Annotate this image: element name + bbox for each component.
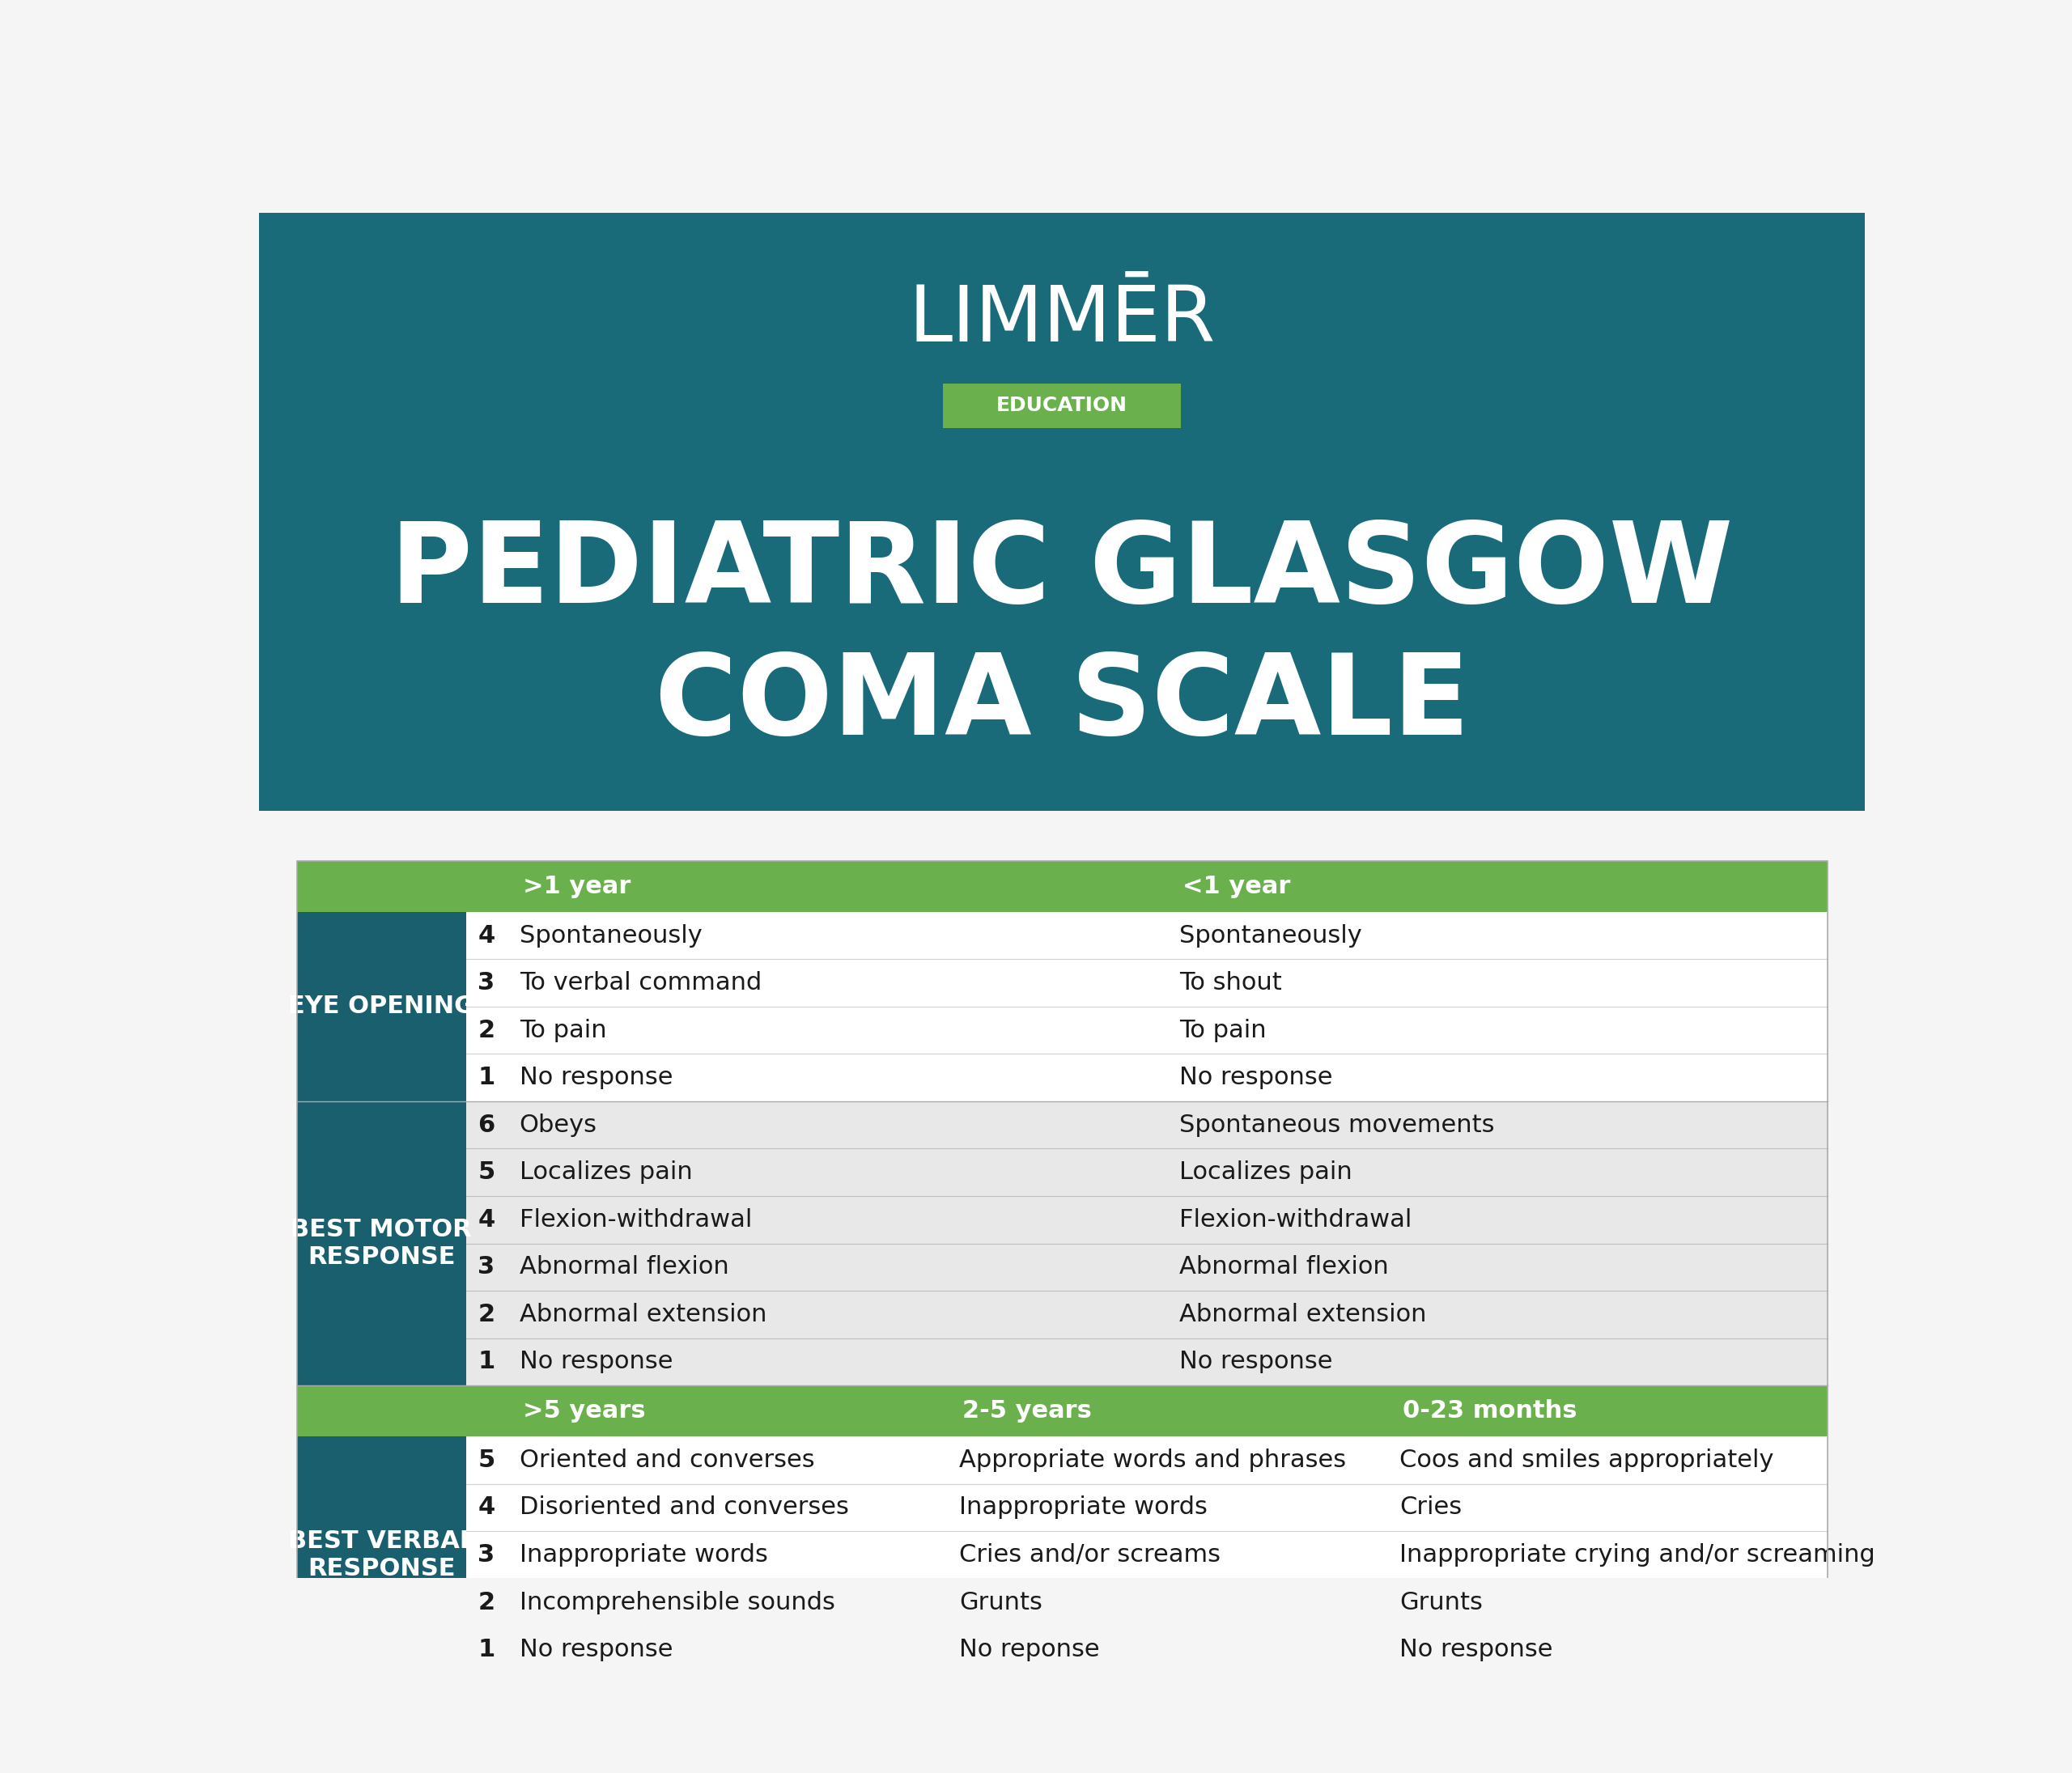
Text: Cries: Cries [1399,1496,1463,1519]
Text: 2: 2 [479,1590,495,1613]
Text: 1: 1 [479,1066,495,1089]
Text: No response: No response [1179,1066,1332,1089]
Text: Inappropriate words: Inappropriate words [959,1496,1208,1519]
Bar [296,860,1828,911]
Text: Spontaneously: Spontaneously [1179,924,1361,947]
Text: Inappropriate words: Inappropriate words [520,1543,769,1567]
Text: 0-23 months: 0-23 months [1403,1399,1577,1422]
Text: Incomprehensible sounds: Incomprehensible sounds [520,1590,835,1613]
Text: Cries and/or screams: Cries and/or screams [959,1543,1220,1567]
Text: To pain: To pain [1179,1018,1266,1043]
Text: 3: 3 [479,1543,495,1567]
Text: EDUCATION: EDUCATION [997,395,1127,415]
Bar [296,1101,466,1385]
Text: No response: No response [520,1349,673,1374]
Text: 4: 4 [479,1207,495,1232]
Text: Localizes pain: Localizes pain [1179,1161,1353,1184]
Text: No response: No response [520,1638,673,1661]
Text: Disoriented and converses: Disoriented and converses [520,1496,850,1519]
Bar [296,1436,466,1674]
Text: 2: 2 [479,1018,495,1043]
Text: 1: 1 [479,1349,495,1374]
Text: To shout: To shout [1179,972,1283,995]
Text: Grunts: Grunts [1399,1590,1484,1613]
Text: LIMMĒR: LIMMĒR [908,284,1216,358]
Text: EYE OPENING: EYE OPENING [288,995,474,1018]
Text: Localizes pain: Localizes pain [520,1161,692,1184]
Text: 6: 6 [479,1113,495,1136]
Text: Flexion-withdrawal: Flexion-withdrawal [520,1207,752,1232]
Bar [259,213,1865,810]
Text: Spontaneous movements: Spontaneous movements [1179,1113,1494,1136]
Text: 4: 4 [479,1496,495,1519]
Text: <1 year: <1 year [1183,874,1291,899]
Text: To verbal command: To verbal command [520,972,762,995]
Text: Abnormal flexion: Abnormal flexion [520,1255,729,1278]
Bar [296,911,466,1101]
Text: Oriented and converses: Oriented and converses [520,1449,814,1472]
Text: No response: No response [1179,1349,1332,1374]
Text: 1: 1 [479,1638,495,1661]
Text: PEDIATRIC GLASGOW: PEDIATRIC GLASGOW [390,518,1734,626]
Bar [466,911,1828,1101]
Bar [466,1101,1828,1385]
Text: 3: 3 [479,1255,495,1278]
Text: Abnormal extension: Abnormal extension [520,1303,767,1326]
Text: COMA SCALE: COMA SCALE [655,649,1469,757]
Bar [296,860,1828,1674]
Text: Abnormal extension: Abnormal extension [1179,1303,1428,1326]
Text: Flexion-withdrawal: Flexion-withdrawal [1179,1207,1413,1232]
Text: >1 year: >1 year [522,874,630,899]
Text: Abnormal flexion: Abnormal flexion [1179,1255,1388,1278]
Text: No reponse: No reponse [959,1638,1100,1661]
Text: No response: No response [1399,1638,1552,1661]
Text: Coos and smiles appropriately: Coos and smiles appropriately [1399,1449,1774,1472]
Text: BEST VERBAL
RESPONSE: BEST VERBAL RESPONSE [288,1530,474,1580]
Text: 4: 4 [479,924,495,947]
Text: No response: No response [520,1066,673,1089]
Text: 5: 5 [479,1161,495,1184]
Text: Inappropriate crying and/or screaming: Inappropriate crying and/or screaming [1399,1543,1875,1567]
Text: >5 years: >5 years [522,1399,644,1422]
Text: BEST MOTOR
RESPONSE: BEST MOTOR RESPONSE [290,1218,472,1269]
Text: 3: 3 [479,972,495,995]
Text: Spontaneously: Spontaneously [520,924,702,947]
Text: To pain: To pain [520,1018,607,1043]
Bar [466,1436,1828,1674]
Text: Obeys: Obeys [520,1113,597,1136]
Bar [296,1385,1828,1436]
Text: 5: 5 [479,1449,495,1472]
Bar [943,383,1181,427]
Text: Appropriate words and phrases: Appropriate words and phrases [959,1449,1347,1472]
Text: 2: 2 [479,1303,495,1326]
Text: 2-5 years: 2-5 years [963,1399,1092,1422]
Text: Grunts: Grunts [959,1590,1042,1613]
